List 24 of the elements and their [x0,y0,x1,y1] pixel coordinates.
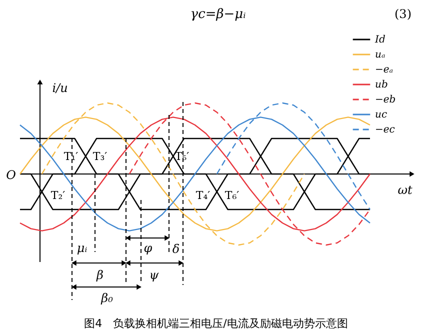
annotation: T₄′ [196,189,211,202]
legend-label: ub [375,80,388,90]
text: γc=β−μᵢ [190,7,246,22]
legend-label: uₐ [375,50,386,60]
annotation: μᵢ [76,241,88,255]
legend-label: Id [374,34,386,46]
y-axis-title: i/u [52,81,68,95]
annotation: φ [144,241,153,255]
legend-label: −ec [375,124,396,136]
caption: 图4 负载换相机端三相电压/电流及励磁电动势示意图 [84,317,348,330]
text: (3) [394,7,412,21]
annotation: O [6,168,16,182]
annotation: T₆′ [224,189,240,202]
legend-label: −eₐ [375,64,394,76]
legend-label: uc [375,110,388,120]
text: β₀ [100,291,114,305]
legend-label: −eb [375,94,396,106]
x-axis-title: ωt [398,183,412,197]
annotation: δ [172,242,180,256]
annotation: T₁′ [64,150,79,163]
text: ψ [149,268,160,282]
annotation: T₃′ [92,150,108,163]
annotation: T₂′ [50,189,66,202]
text: β [96,268,104,282]
